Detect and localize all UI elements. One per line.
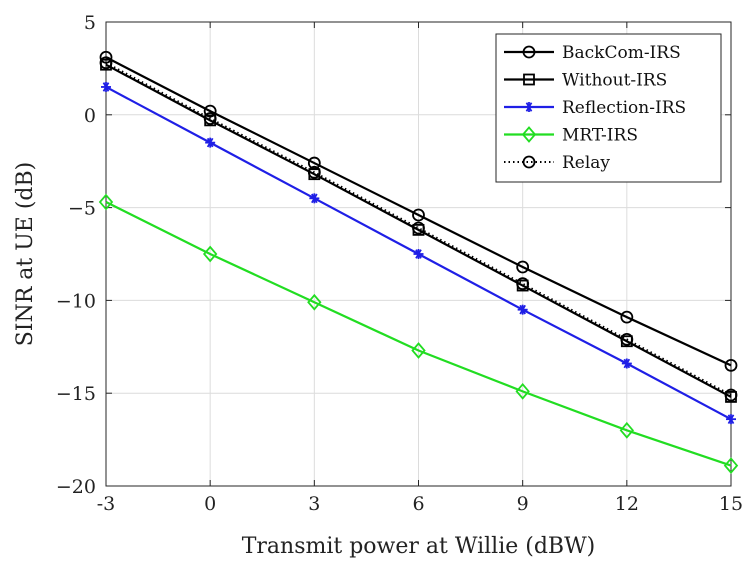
legend-marker xyxy=(524,102,534,112)
data-point xyxy=(726,414,736,425)
data-point xyxy=(412,221,425,235)
legend: BackCom-IRS Without-IRS Reflection-IRS MRT-… xyxy=(495,33,722,183)
legend-label: Reflection-IRS xyxy=(562,98,686,118)
data-point xyxy=(413,249,424,259)
data-point xyxy=(309,193,320,204)
x-tick-label: 0 xyxy=(204,493,216,515)
series-line xyxy=(105,201,732,467)
series-relay xyxy=(99,56,738,402)
data-point xyxy=(205,137,216,148)
y-tick-label: 0 xyxy=(84,105,96,127)
x-axis-label: Transmit power at Willie (dBW) xyxy=(242,534,596,559)
data-point xyxy=(723,457,739,474)
legend-marker xyxy=(522,155,536,169)
legend-label: MRT-IRS xyxy=(562,126,638,146)
legend-marker xyxy=(521,126,537,143)
data-point xyxy=(307,293,322,311)
data-point xyxy=(203,104,217,118)
legend-item: Relay xyxy=(504,153,610,173)
data-point xyxy=(411,342,426,359)
series-line xyxy=(105,56,732,367)
legend-marker xyxy=(522,45,536,59)
y-tick-label: −5 xyxy=(68,198,96,220)
data-point xyxy=(724,388,738,402)
series-mrt-irs xyxy=(98,193,739,474)
data-point xyxy=(724,358,738,372)
data-point xyxy=(620,332,634,346)
y-tick-label: 5 xyxy=(84,12,96,34)
legend-label: Relay xyxy=(562,153,610,173)
data-point xyxy=(98,193,114,211)
y-tick-label: −10 xyxy=(56,290,96,312)
data-point xyxy=(517,304,528,315)
data-point xyxy=(516,260,530,274)
data-point xyxy=(621,358,632,369)
data-point xyxy=(202,245,218,263)
legend-item: BackCom-IRS xyxy=(504,43,681,63)
legend-label: Without-IRS xyxy=(562,71,667,91)
x-tick-label: 6 xyxy=(412,493,424,515)
tick-marks xyxy=(105,21,732,487)
y-tick-label: −20 xyxy=(56,476,96,498)
x-tick-label: -3 xyxy=(97,493,116,515)
legend-item: Without-IRS xyxy=(504,71,667,91)
data-point xyxy=(619,421,635,439)
series-line xyxy=(105,63,732,398)
legend-item: MRT-IRS xyxy=(504,126,638,146)
data-point xyxy=(99,50,113,64)
x-tick-label: 9 xyxy=(517,493,529,515)
legend-item: Reflection-IRS xyxy=(504,98,686,118)
x-tick-labels: -3 0 3 6 9 12 15 xyxy=(97,493,743,515)
x-tick-label: 3 xyxy=(308,493,320,515)
x-tick-label: 12 xyxy=(615,493,639,515)
data-point xyxy=(99,56,113,70)
data-point xyxy=(620,310,634,324)
data-point xyxy=(412,208,425,222)
series-layer xyxy=(98,50,739,474)
series-reflection-irs xyxy=(101,81,736,425)
series-backcom-irs xyxy=(99,50,738,372)
y-axis-label: SINR at UE (dB) xyxy=(13,162,38,347)
data-point xyxy=(307,165,321,179)
legend-label: BackCom-IRS xyxy=(562,43,681,63)
series-line xyxy=(105,61,732,396)
data-point xyxy=(516,277,530,291)
y-tick-labels: 5 0 −5 −10 −15 −20 xyxy=(56,12,96,498)
data-point xyxy=(203,112,217,125)
y-tick-label: −15 xyxy=(56,383,96,405)
data-point xyxy=(101,81,111,92)
data-point xyxy=(515,382,530,400)
legend-marker xyxy=(523,73,535,86)
x-tick-label: 15 xyxy=(719,493,743,515)
